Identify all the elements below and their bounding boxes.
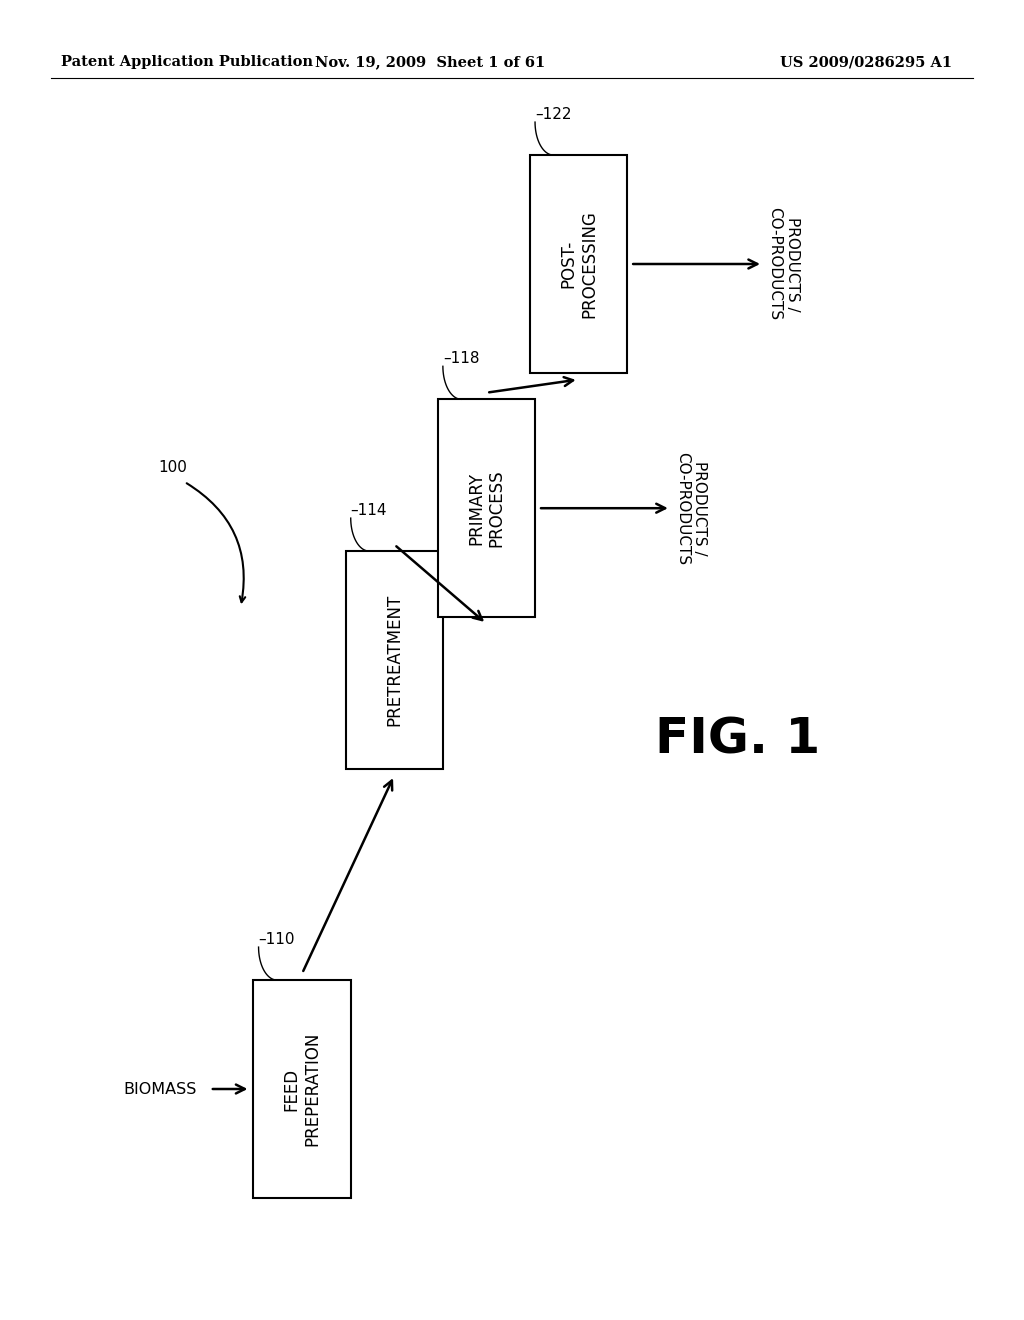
Bar bbox=[530, 154, 627, 372]
Bar bbox=[438, 399, 535, 618]
Text: PRETREATMENT: PRETREATMENT bbox=[385, 594, 403, 726]
Text: US 2009/0286295 A1: US 2009/0286295 A1 bbox=[780, 55, 952, 69]
Text: POST-
PROCESSING: POST- PROCESSING bbox=[559, 210, 598, 318]
Text: –110: –110 bbox=[258, 932, 295, 948]
Text: PRODUCTS /
CO-PRODUCTS: PRODUCTS / CO-PRODUCTS bbox=[767, 207, 800, 321]
Text: 100: 100 bbox=[159, 461, 187, 475]
Text: BIOMASS: BIOMASS bbox=[123, 1081, 197, 1097]
Text: FIG. 1: FIG. 1 bbox=[654, 715, 820, 763]
Text: FEED
PREPERATION: FEED PREPERATION bbox=[283, 1032, 322, 1146]
Text: Nov. 19, 2009  Sheet 1 of 61: Nov. 19, 2009 Sheet 1 of 61 bbox=[315, 55, 545, 69]
Text: PRIMARY
PROCESS: PRIMARY PROCESS bbox=[467, 470, 506, 546]
Text: –114: –114 bbox=[350, 503, 387, 517]
Text: Patent Application Publication: Patent Application Publication bbox=[61, 55, 313, 69]
Bar bbox=[254, 979, 350, 1199]
Text: PRODUCTS /
CO-PRODUCTS: PRODUCTS / CO-PRODUCTS bbox=[675, 451, 708, 565]
Text: –118: –118 bbox=[442, 351, 479, 366]
Bar bbox=[346, 552, 442, 768]
Text: –122: –122 bbox=[535, 107, 571, 121]
